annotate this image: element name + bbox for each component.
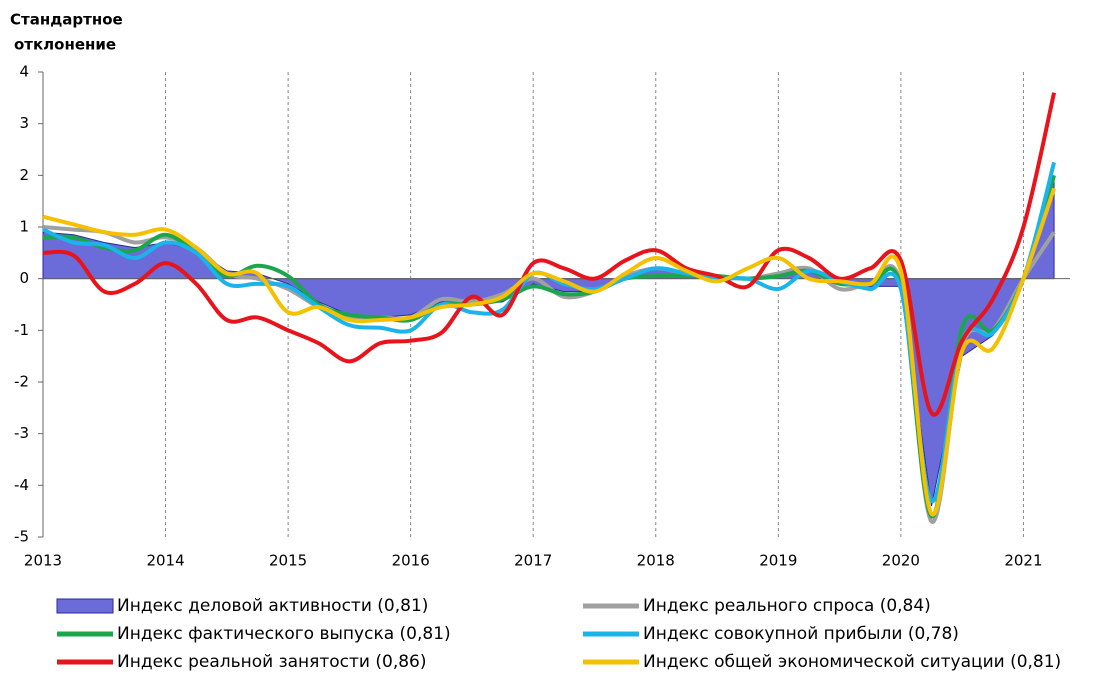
x-tick-label: 2017 xyxy=(514,552,552,570)
y-tick-label: -2 xyxy=(14,373,29,391)
y-tick-label: 4 xyxy=(19,63,29,81)
line xyxy=(42,161,1057,503)
y-axis-title: отклонение xyxy=(14,36,116,54)
line xyxy=(42,174,1056,519)
legend-label: Индекс совокупной прибыли (0,78) xyxy=(643,624,959,644)
legend-label: Индекс деловой активности (0,81) xyxy=(117,596,428,616)
legend-label: Индекс реального спроса (0,84) xyxy=(643,596,931,616)
x-tick-label: 2013 xyxy=(24,552,62,570)
legend-label: Индекс общей экономической ситуации (0,8… xyxy=(643,652,1061,672)
y-tick-label: 2 xyxy=(19,166,29,184)
line xyxy=(42,92,1057,417)
y-tick-label: -3 xyxy=(14,424,29,442)
y-tick-label: -1 xyxy=(14,321,29,339)
area xyxy=(42,180,1055,507)
y-tick-label: -5 xyxy=(14,528,29,546)
legend-swatch xyxy=(56,598,114,614)
y-axis-title: Стандартное xyxy=(10,11,123,29)
legend-label: Индекс фактического выпуска (0,81) xyxy=(117,624,451,644)
y-tick-label: 0 xyxy=(19,269,29,287)
x-tick-label: 2015 xyxy=(269,552,307,570)
x-tick-label: 2020 xyxy=(882,552,920,570)
legend-label: Индекс реальной занятости (0,86) xyxy=(117,652,427,672)
y-tick-label: 3 xyxy=(19,114,29,132)
x-tick-label: 2014 xyxy=(146,552,184,570)
x-tick-label: 2018 xyxy=(637,552,675,570)
line xyxy=(42,187,1056,517)
x-tick-label: 2019 xyxy=(759,552,797,570)
x-tick-label: 2016 xyxy=(392,552,430,570)
y-tick-label: 1 xyxy=(19,218,29,236)
y-tick-label: -4 xyxy=(14,476,29,494)
x-tick-label: 2021 xyxy=(1004,552,1042,570)
